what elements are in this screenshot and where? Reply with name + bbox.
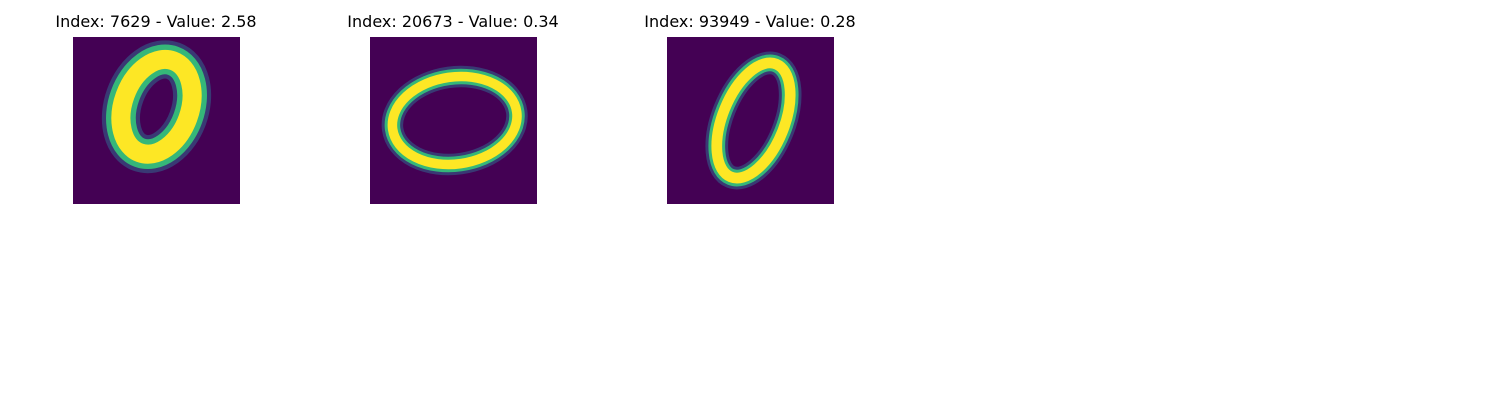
- digit-image: [667, 37, 834, 204]
- image-panel-3: Index: 93949 - Value: 0.28: [600, 0, 900, 210]
- panel-title: Index: 7629 - Value: 2.58: [55, 12, 257, 31]
- digit-image: [73, 37, 240, 204]
- panel-title: Index: 20673 - Value: 0.34: [347, 12, 559, 31]
- panel-title: Index: 93949 - Value: 0.28: [644, 12, 856, 31]
- image-panel-1: Index: 7629 - Value: 2.58: [6, 0, 306, 210]
- image-panel-2: Index: 20673 - Value: 0.34: [303, 0, 603, 210]
- digit-image: [370, 37, 537, 204]
